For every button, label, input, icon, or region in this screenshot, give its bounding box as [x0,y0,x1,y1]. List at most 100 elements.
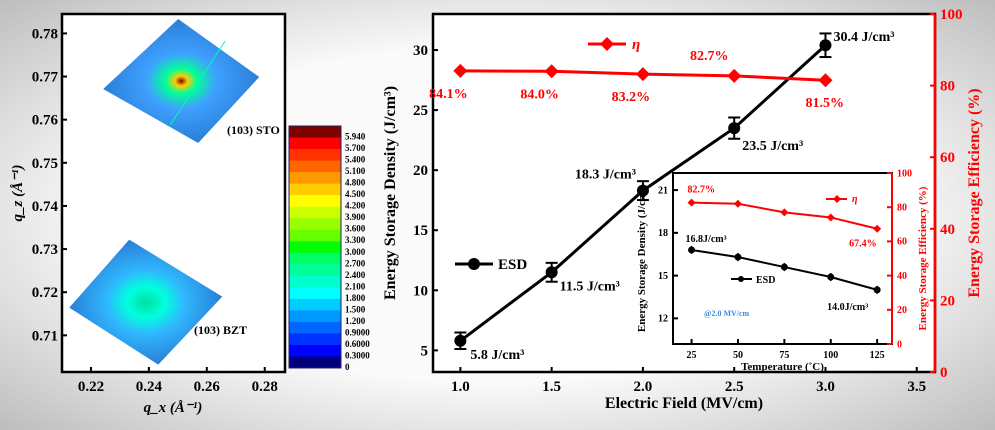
colorbar-label: 3.600 [345,224,366,234]
colorbar-segment [289,206,341,219]
map-x-tick-label: 0.26 [194,379,221,395]
colorbar-label: 0.6000 [345,339,370,349]
inset-legend-eta-label: η [852,194,858,205]
main-x-tick-label: 3.5 [907,379,926,395]
main-y-tick-label: 30 [413,43,428,59]
efficiency-value-label: 84.0% [520,87,559,102]
colorbar-label: 1.800 [345,293,366,303]
inset-y2-label: Energy Storage Efficiency (%) [917,186,929,330]
inset-y2-tick-label: 0 [897,339,902,350]
map-y-tick-label: 0.78 [32,26,58,42]
inset-y2-tick-label: 100 [897,168,912,179]
main-y2-tick-label: 20 [940,293,955,309]
map-y-tick-label: 0.77 [32,70,59,86]
efficiency-point [818,73,833,88]
colorbar-segment [289,310,341,323]
inset-x-tick-label: 25 [687,350,697,361]
colorbar-label: 4.200 [345,201,366,211]
colorbar-segment [289,183,341,196]
inset-condition-annotation: @2.0 MV/cm [704,309,750,318]
inset-efficiency-point [687,198,696,207]
main-x-tick-label: 3.0 [816,379,835,395]
map-x-tick-label: 0.28 [252,379,278,395]
colorbar-label: 0.9000 [345,327,370,337]
main-x-label: Electric Field (MV/cm) [605,395,763,412]
efficiency-point [453,63,468,78]
esd-point [728,122,741,135]
main-x-tick-label: 2.0 [634,379,653,395]
inset-esd-value-label: 14.0J/cm³ [827,302,868,313]
inset-y-tick-label: 12 [658,314,668,325]
esd-value-label: 11.5 J/cm³ [560,279,620,294]
main-y2-tick-label: 100 [940,7,963,23]
main-y-tick-label: 10 [413,283,428,299]
map-y-tick-label: 0.71 [32,328,58,344]
efficiency-point [727,68,742,83]
inset-x-tick-label: 50 [733,350,743,361]
legend-esd-marker [468,258,480,270]
inset-y-label: Energy Storage Density (J/cm³) [636,185,648,333]
inset-efficiency-value-label: 82.7% [688,185,716,196]
esd-value-label: 18.3 J/cm³ [575,168,636,183]
inset-y2-tick-label: 80 [897,203,907,214]
inset-axes-frame [672,172,893,345]
main-y-tick-label: 25 [413,103,428,119]
colorbar-label: 5.400 [345,155,366,165]
colorbar-segment [289,344,341,357]
inset-x-label: Temperature (˚C) [741,361,824,373]
colorbar-label: 5.100 [345,166,366,176]
efficiency-value-label: 84.1% [429,87,468,102]
inset-legend-esd-marker [738,276,744,282]
main-y-tick-label: 5 [421,343,429,359]
inset-legend-eta-marker [833,195,841,203]
efficiency-value-label: 83.2% [612,90,651,105]
colorbar-segment [289,160,341,173]
efficiency-value-label: 82.7% [690,49,729,64]
label-bzt: (103) BZT [194,323,247,337]
main-y2-tick-label: 40 [940,222,955,238]
colorbar-segment [289,356,341,369]
main-y-label: Energy Storage Density (J/cm³) [382,86,399,300]
main-x-tick-label: 2.5 [725,379,744,395]
inset-x-tick-label: 125 [870,350,885,361]
map-x-label: q_x (Å⁻¹) [144,400,203,416]
inset-esd-point [873,286,881,294]
colorbar-label: 3.300 [345,235,366,245]
colorbar-label: 3.000 [345,247,366,257]
map-y-tick-label: 0.72 [32,285,58,301]
main-y2-label: Energy Storage Efficiency (%) [966,88,983,297]
map-y-tick-label: 0.74 [32,199,59,215]
main-y2-tick-label: 80 [940,79,955,95]
colorbar-label: 4.500 [345,189,366,199]
colorbar-label: 4.800 [345,178,366,188]
main-y-tick-label: 20 [413,163,428,179]
main-y2-tick-label: 0 [940,365,948,381]
inset-esd-point [827,273,835,281]
colorbar-label: 1.200 [345,316,366,326]
esd-point [454,334,467,347]
inset-legend-esd-label: ESD [756,275,775,286]
map-y-tick-label: 0.75 [32,156,58,172]
inset-y2-tick-label: 40 [897,271,907,282]
main-y-tick-label: 15 [413,223,428,239]
colorbar-label: 5.940 [345,132,366,142]
inset-efficiency-point [826,213,835,222]
colorbar [288,125,342,369]
colorbar-segment [289,333,341,346]
inset-y2-tick-label: 60 [897,237,907,248]
inset-y-tick-label: 18 [658,228,668,239]
colorbar-segment [289,195,341,208]
colorbar-segment [289,264,341,277]
esd-value-label: 5.8 J/cm³ [470,348,524,363]
inset-efficiency-point [873,224,882,233]
sto-streak [169,40,226,126]
colorbar-label: 3.900 [345,212,366,222]
inset-esd-value-label: 16.8J/cm³ [686,234,727,245]
bzt-peak-map [69,239,223,365]
legend-eta-marker [600,37,614,51]
map-x-tick-label: 0.22 [78,379,104,395]
colorbar-segment [289,321,341,334]
main-y2-tick-label: 60 [940,150,955,166]
label-sto: (103) STO [227,123,280,137]
inset-esd-point [688,246,696,254]
